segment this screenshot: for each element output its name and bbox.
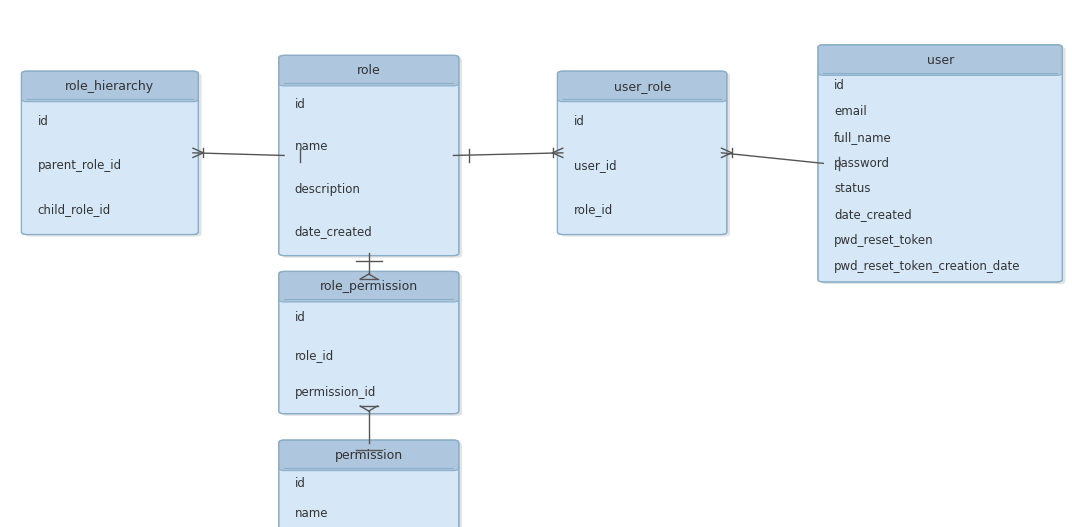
Text: permission: permission — [334, 449, 403, 462]
Text: id: id — [834, 79, 845, 92]
FancyBboxPatch shape — [818, 70, 1062, 282]
Text: user_id: user_id — [574, 159, 616, 172]
Text: role_id: role_id — [574, 203, 613, 216]
FancyBboxPatch shape — [21, 71, 198, 102]
Text: role_hierarchy: role_hierarchy — [65, 80, 154, 93]
FancyBboxPatch shape — [818, 45, 1062, 75]
Text: role: role — [357, 64, 381, 77]
Text: pwd_reset_token: pwd_reset_token — [834, 234, 934, 247]
FancyBboxPatch shape — [561, 73, 730, 237]
Text: parent_role_id: parent_role_id — [38, 159, 121, 172]
Text: permission_id: permission_id — [295, 386, 376, 399]
Text: id: id — [295, 477, 306, 490]
Text: user_role: user_role — [613, 80, 671, 93]
Text: role_id: role_id — [295, 349, 334, 362]
Text: date_created: date_created — [834, 208, 912, 221]
Text: role_permission: role_permission — [319, 280, 418, 293]
Text: email: email — [834, 105, 867, 118]
FancyBboxPatch shape — [282, 442, 462, 527]
FancyBboxPatch shape — [279, 271, 459, 302]
Text: child_role_id: child_role_id — [38, 203, 110, 216]
FancyBboxPatch shape — [279, 297, 459, 414]
Text: status: status — [834, 182, 870, 196]
FancyBboxPatch shape — [282, 57, 462, 258]
Text: name: name — [295, 508, 328, 520]
Text: date_created: date_created — [295, 225, 373, 238]
Text: description: description — [295, 183, 360, 196]
Text: user: user — [926, 54, 954, 66]
FancyBboxPatch shape — [21, 96, 198, 235]
Text: id: id — [295, 311, 306, 325]
FancyBboxPatch shape — [279, 55, 459, 86]
FancyBboxPatch shape — [25, 73, 202, 237]
Text: name: name — [295, 140, 328, 153]
FancyBboxPatch shape — [279, 440, 459, 471]
Text: id: id — [295, 98, 306, 111]
FancyBboxPatch shape — [557, 96, 727, 235]
Text: full_name: full_name — [834, 131, 892, 144]
FancyBboxPatch shape — [279, 465, 459, 527]
Text: pwd_reset_token_creation_date: pwd_reset_token_creation_date — [834, 260, 1021, 273]
FancyBboxPatch shape — [557, 71, 727, 102]
FancyBboxPatch shape — [282, 274, 462, 416]
Text: id: id — [38, 115, 48, 128]
Text: id: id — [574, 115, 584, 128]
FancyBboxPatch shape — [821, 47, 1066, 284]
Text: password: password — [834, 157, 890, 170]
FancyBboxPatch shape — [279, 81, 459, 256]
